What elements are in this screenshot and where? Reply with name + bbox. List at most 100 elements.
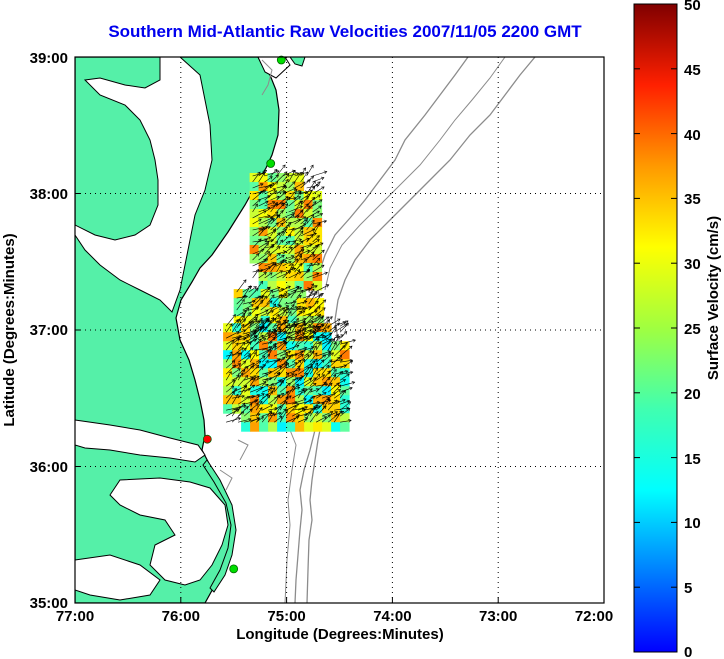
- velocity-cell: [340, 413, 350, 423]
- velocity-vector-head: [308, 330, 312, 334]
- velocity-vector: [267, 383, 274, 393]
- velocity-vector: [279, 338, 288, 345]
- velocity-vector-head: [285, 362, 289, 367]
- velocity-vector: [279, 363, 289, 375]
- velocity-cell: [223, 341, 233, 351]
- velocity-vector-head: [264, 326, 268, 330]
- velocity-vector-head: [288, 395, 292, 399]
- velocity-vector: [339, 373, 350, 381]
- velocity-vector: [333, 340, 342, 351]
- velocity-vector-head: [248, 403, 253, 407]
- velocity-vector-head: [229, 351, 233, 355]
- velocity-vector-head: [264, 225, 268, 230]
- velocity-vector-head: [310, 176, 315, 180]
- velocity-vector: [300, 193, 311, 201]
- velocity-vector-head: [272, 303, 277, 308]
- velocity-cell: [277, 413, 287, 423]
- velocity-vector: [285, 362, 298, 369]
- velocity-vector-head: [273, 190, 278, 194]
- velocity-vector-head: [232, 364, 236, 368]
- velocity-vector: [252, 253, 260, 261]
- velocity-vector: [249, 378, 256, 387]
- velocity-vector: [288, 170, 296, 183]
- velocity-vector-head: [262, 364, 267, 368]
- velocity-vector-head: [289, 336, 293, 341]
- velocity-vector-head: [304, 372, 308, 377]
- x-tick-label: 74:00: [373, 608, 411, 625]
- velocity-vector-head: [316, 239, 320, 243]
- velocity-vector: [309, 326, 322, 333]
- velocity-vector: [270, 215, 281, 225]
- velocity-vector-head: [298, 377, 302, 381]
- velocity-vector-head: [287, 234, 292, 238]
- velocity-cell: [250, 377, 260, 387]
- velocity-vector-head: [316, 338, 320, 342]
- velocity-vector-head: [295, 318, 299, 322]
- velocity-vector-head: [331, 366, 336, 370]
- velocity-cell: [303, 209, 314, 219]
- velocity-cell: [312, 245, 323, 255]
- velocity-vector-head: [314, 291, 318, 295]
- velocity-vector-head: [303, 398, 307, 402]
- velocity-cell: [241, 359, 251, 369]
- velocity-vector-head: [278, 411, 282, 416]
- velocity-vector: [270, 270, 283, 279]
- velocity-vector: [261, 378, 268, 387]
- velocity-vector: [236, 337, 247, 341]
- velocity-vector-head: [306, 249, 311, 253]
- velocity-cell: [276, 263, 287, 273]
- velocity-vector: [237, 369, 246, 381]
- velocity-vector-head: [280, 201, 284, 206]
- colorbar-label: Surface Velocity (cm/s): [705, 216, 722, 380]
- velocity-vector: [243, 347, 254, 357]
- velocity-vector: [321, 382, 333, 393]
- velocity-vector: [302, 306, 312, 311]
- velocity-vector: [339, 345, 353, 357]
- velocity-vector: [270, 246, 281, 255]
- velocity-vector-head: [327, 414, 331, 418]
- velocity-vector-head: [237, 417, 242, 421]
- velocity-vector-head: [338, 355, 343, 359]
- velocity-vector: [270, 174, 279, 183]
- velocity-vector-head: [307, 313, 312, 318]
- velocity-vector: [306, 176, 314, 183]
- velocity-cell: [259, 359, 269, 369]
- velocity-cell: [267, 263, 278, 273]
- velocity-cell: [295, 413, 305, 423]
- velocity-vector: [303, 326, 320, 333]
- velocity-cell: [286, 341, 296, 351]
- y-axis-label: Latitude (Degrees:Minutes): [1, 233, 18, 426]
- velocity-cell: [294, 182, 305, 192]
- velocity-vector: [291, 351, 304, 357]
- velocity-vector-head: [283, 292, 288, 297]
- velocity-vector: [303, 396, 315, 405]
- velocity-vector: [306, 262, 313, 273]
- velocity-vector: [252, 239, 268, 243]
- velocity-vector: [309, 362, 319, 375]
- velocity-vector: [242, 321, 252, 329]
- velocity-vector-head: [314, 358, 318, 362]
- velocity-cell: [258, 281, 269, 291]
- velocity-vector-head: [352, 339, 356, 343]
- velocity-vector: [292, 329, 305, 333]
- velocity-vector-head: [287, 335, 291, 340]
- velocity-cell: [249, 245, 260, 255]
- velocity-vector: [297, 388, 305, 399]
- velocity-vector-head: [336, 356, 341, 361]
- velocity-vector: [297, 366, 310, 375]
- velocity-vector: [309, 314, 321, 327]
- velocity-vector: [242, 300, 256, 305]
- velocity-vector-head: [257, 199, 261, 203]
- velocity-vector-head: [241, 342, 245, 346]
- velocity-cell: [285, 191, 296, 201]
- velocity-vector-head: [315, 411, 319, 415]
- velocity-vector: [260, 287, 271, 293]
- velocity-vector: [285, 405, 297, 417]
- velocity-vector: [315, 374, 325, 381]
- velocity-vector: [267, 366, 282, 375]
- velocity-vector: [339, 408, 351, 417]
- velocity-vector: [238, 340, 249, 345]
- velocity-vector: [294, 181, 306, 189]
- velocity-vector-head: [336, 382, 340, 386]
- velocity-cell: [312, 272, 323, 282]
